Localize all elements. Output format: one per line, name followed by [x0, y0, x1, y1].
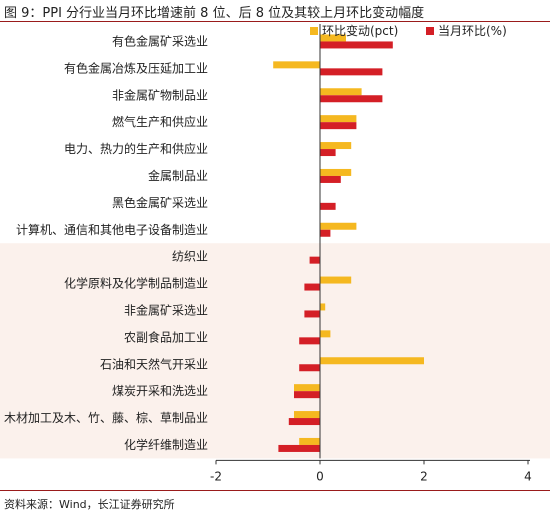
legend-label-1: 当月环比(%) [438, 24, 507, 38]
category-label: 煤炭开采和洗选业 [112, 384, 208, 398]
category-label: 化学原料及化学制品制造业 [64, 276, 208, 291]
bar-mom-15 [278, 444, 320, 452]
bar-mom-3 [320, 122, 357, 130]
x-tick-label: 4 [524, 469, 532, 483]
bar-pct-change-2 [320, 88, 362, 96]
category-label: 金属制品业 [148, 168, 208, 183]
bar-mom-14 [288, 418, 320, 426]
category-label: 非金属矿采选业 [124, 302, 208, 317]
bar-pct-change-9 [320, 276, 352, 284]
category-label: 黑色金属矿采选业 [112, 195, 208, 210]
category-label: 纺织业 [172, 250, 208, 264]
bar-mom-1 [320, 68, 383, 76]
bar-chart: 有色金属矿采选业有色金属冶炼及压延加工业非金属矿物制品业燃气生产和供应业电力、热… [0, 23, 550, 483]
category-label: 石油和天然气开采业 [100, 356, 208, 371]
category-label: 计算机、通信和其他电子设备制造业 [16, 222, 208, 237]
bar-pct-change-1 [273, 61, 320, 69]
category-label: 电力、热力的生产和供应业 [64, 141, 208, 156]
bar-mom-7 [320, 229, 331, 237]
legend-label-0: 环比变动(pct) [322, 23, 398, 38]
category-label: 化学纤维制造业 [124, 437, 208, 452]
bar-mom-13 [294, 391, 320, 399]
x-tick-label: 0 [316, 469, 324, 483]
bar-mom-2 [320, 95, 383, 103]
bar-pct-change-4 [320, 142, 352, 150]
bar-mom-0 [320, 41, 393, 49]
bar-mom-10 [304, 310, 320, 318]
bar-pct-change-0 [320, 34, 346, 42]
category-label: 有色金属矿采选业 [112, 33, 208, 48]
bar-pct-change-13 [294, 384, 320, 392]
category-label: 燃气生产和供应业 [112, 114, 208, 129]
category-label: 有色金属冶炼及压延加工业 [64, 60, 208, 75]
x-tick-label: -2 [210, 469, 222, 483]
category-label: 农副食品加工业 [124, 329, 208, 344]
source-divider [0, 490, 550, 491]
x-tick-label: 2 [420, 469, 428, 483]
legend-swatch-1 [426, 27, 434, 35]
bar-mom-9 [304, 283, 320, 291]
chart-title: 图 9：PPI 分行业当月环比增速前 8 位、后 8 位及其较上月环比变动幅度 [4, 6, 425, 21]
bar-mom-12 [299, 364, 320, 372]
source-note: 资料来源：Wind，长江证券研究所 [4, 498, 175, 511]
bar-mom-4 [320, 149, 336, 157]
bar-pct-change-10 [320, 303, 326, 311]
title-divider [0, 21, 550, 22]
bar-pct-change-12 [320, 357, 424, 365]
bar-mom-5 [320, 175, 341, 183]
bar-pct-change-7 [320, 222, 357, 230]
category-label: 木材加工及木、竹、藤、棕、草制品业 [4, 410, 208, 425]
category-label: 非金属矿物制品业 [112, 87, 208, 102]
bar-mom-11 [299, 337, 320, 345]
bar-pct-change-5 [320, 168, 352, 176]
bar-mom-6 [320, 202, 336, 210]
bar-pct-change-15 [299, 437, 320, 445]
highlight-band [0, 243, 550, 459]
bar-pct-change-11 [320, 330, 331, 338]
bar-mom-8 [309, 256, 320, 264]
legend-swatch-0 [310, 27, 318, 35]
bar-pct-change-3 [320, 115, 357, 123]
bar-pct-change-14 [294, 411, 320, 419]
